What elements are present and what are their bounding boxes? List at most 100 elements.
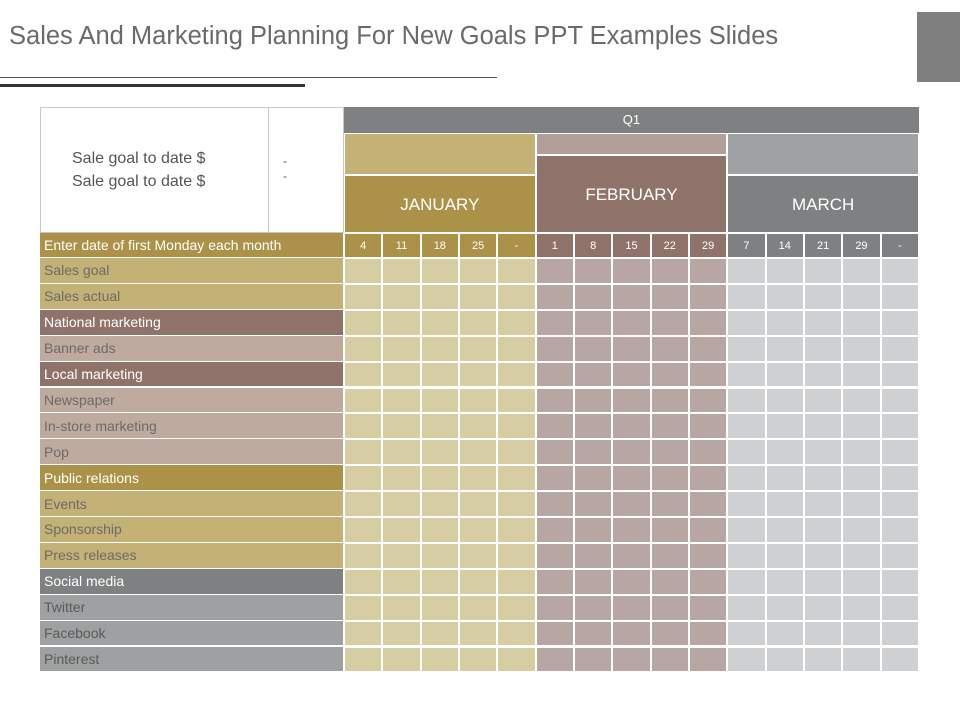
grid-cell [420,646,459,673]
grid-cell [803,465,843,492]
row-label: Local marketing [40,361,343,388]
grid-cell [573,309,613,336]
grid-cell [344,283,383,310]
grid-cell [535,439,574,466]
date-cell: - [497,233,536,258]
grid-cell [803,594,843,621]
row-label: Events [40,491,343,517]
grid-cell [535,491,574,517]
grid-cell [803,517,843,543]
grid-cell [688,491,728,517]
grid-cell [344,387,383,414]
grid-cell [765,542,804,569]
grid-cell [420,517,459,543]
grid-cell [803,413,843,440]
quarter-header: Q1 [344,107,919,133]
sale-goal-line-1: Sale goal to date $ [72,150,206,167]
grid-cell [612,413,651,440]
grid-cell [497,283,536,310]
grid-cell [458,620,498,647]
grid-cell [573,413,613,440]
grid-cell [612,620,651,647]
slide-title: Sales And Marketing Planning For New Goa… [9,22,779,50]
corner-accent-block [917,12,960,82]
grid-cell [650,491,689,517]
grid-cell [612,335,651,362]
row-label: Social media [40,568,343,595]
grid-cell [727,283,766,310]
grid-cell [880,413,919,440]
grid-cell [497,594,536,621]
sale-goal-line-2: Sale goal to date $ [72,173,206,190]
grid-cell [727,465,766,492]
grid-cell [842,309,881,336]
grid-cell [803,646,843,673]
row-label: Newspaper [40,387,343,414]
grid-cell [803,283,843,310]
grid-cell [382,517,421,543]
grid-cell [880,517,919,543]
grid-cell [727,309,766,336]
grid-cell [727,258,766,284]
grid-cell [458,568,498,595]
grid-cell [688,542,728,569]
grid-cell [688,439,728,466]
grid-cell [880,568,919,595]
grid-cell [382,361,421,388]
grid-cell [382,491,421,517]
grid-cell [382,594,421,621]
grid-cell [765,594,804,621]
grid-cell [573,361,613,388]
date-cell: 14 [765,233,804,258]
grid-cell [497,517,536,543]
grid-cell [497,439,536,466]
grid-cell [344,517,383,543]
grid-cell [842,283,881,310]
grid-cell [535,542,574,569]
grid-cell [650,465,689,492]
row-label: Banner ads [40,335,343,362]
grid-cell [803,620,843,647]
grid-cell [573,646,613,673]
grid-cell [880,594,919,621]
grid-cell [727,413,766,440]
grid-cell [650,542,689,569]
grid-cell [612,568,651,595]
grid-cell [842,387,881,414]
grid-cell [688,413,728,440]
grid-cell [497,309,536,336]
grid-cell [727,335,766,362]
grid-cell [727,620,766,647]
grid-cell [765,335,804,362]
grid-cell [382,439,421,466]
grid-cell [842,594,881,621]
row-label: Sales goal [40,258,343,284]
grid-cell [420,594,459,621]
summary-box [40,107,344,233]
date-cell: - [880,233,919,258]
grid-cell [803,568,843,595]
title-underline-thick [0,84,305,87]
grid-cell [765,283,804,310]
month-band-february [535,133,728,155]
grid-cell [420,361,459,388]
grid-cell [344,413,383,440]
grid-cell [497,568,536,595]
date-cell: 1 [535,233,574,258]
grid-cell [382,646,421,673]
grid-cell [420,335,459,362]
date-cell: 21 [803,233,843,258]
grid-cell [612,465,651,492]
grid-cell [420,568,459,595]
row-label: Sponsorship [40,517,343,543]
grid-cell [727,542,766,569]
row-label: Pinterest [40,646,343,673]
grid-cell [573,258,613,284]
grid-cell [382,568,421,595]
row-label: Twitter [40,594,343,621]
grid-cell [688,361,728,388]
grid-cell [535,283,574,310]
grid-cell [880,620,919,647]
grid-cell [765,465,804,492]
row-label: National marketing [40,309,343,336]
